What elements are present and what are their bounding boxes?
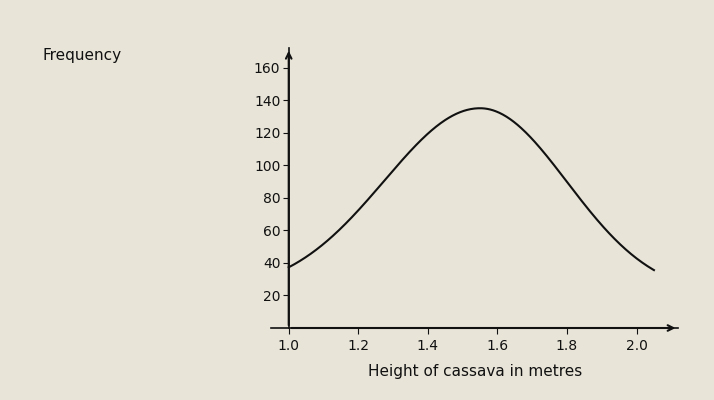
- Text: Frequency: Frequency: [43, 48, 122, 63]
- X-axis label: Height of cassava in metres: Height of cassava in metres: [368, 364, 582, 379]
